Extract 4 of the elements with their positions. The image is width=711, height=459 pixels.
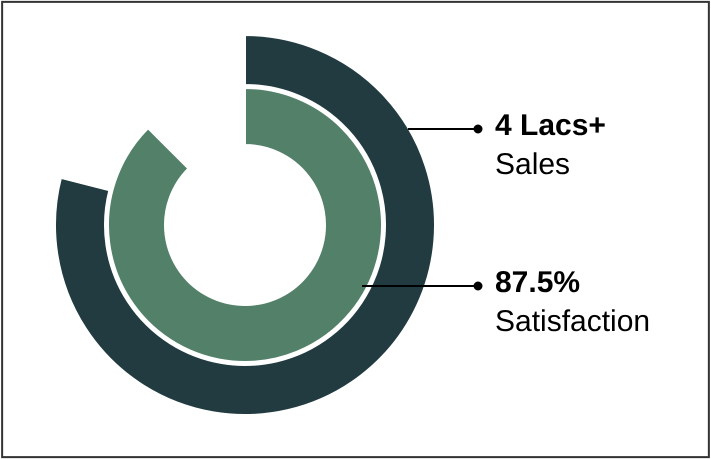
text: Satisfaction	[495, 305, 650, 338]
text: 87.5%	[495, 266, 580, 299]
text: 4 Lacs+	[495, 109, 606, 142]
text: Sales	[495, 148, 570, 181]
